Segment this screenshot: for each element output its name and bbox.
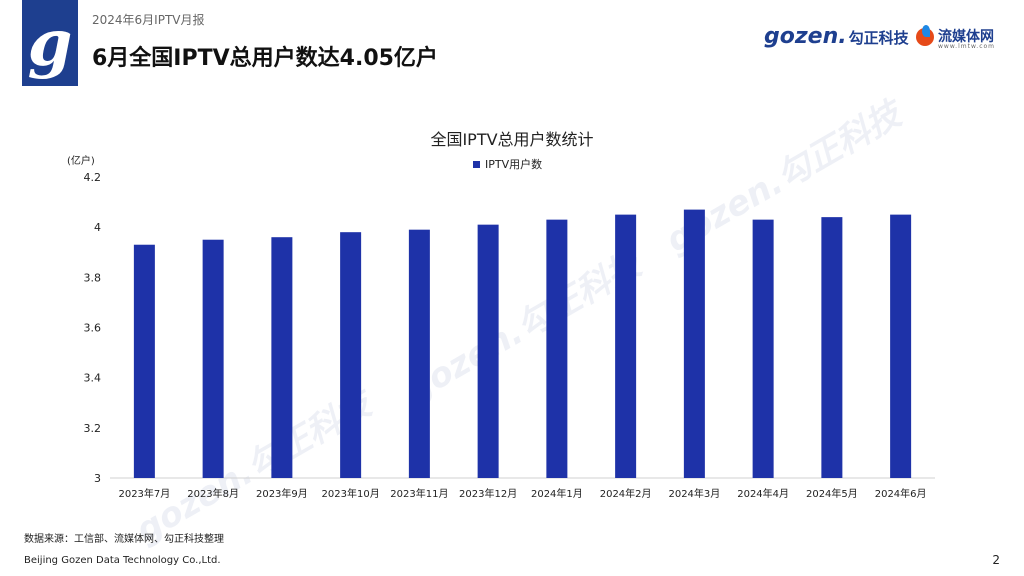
page-number: 2 xyxy=(992,553,1000,567)
report-subtitle: 2024年6月IPTV月报 xyxy=(92,13,205,27)
y-tick-label: 3.4 xyxy=(84,372,102,385)
legend-label: IPTV用户数 xyxy=(485,157,542,171)
x-tick-label: 2024年3月 xyxy=(668,487,720,500)
bar xyxy=(683,209,705,478)
gozen-logo: gozen. 勾正科技 xyxy=(764,24,909,50)
y-tick-label: 3.2 xyxy=(84,422,102,435)
bar xyxy=(752,219,774,478)
y-tick-label: 4 xyxy=(94,221,101,234)
x-tick-label: 2024年4月 xyxy=(737,487,789,500)
company-name: Beijing Gozen Data Technology Co.,Ltd. xyxy=(24,555,221,566)
y-tick-label: 4.2 xyxy=(84,171,102,184)
page-title: 6月全国IPTV总用户数达4.05亿户 xyxy=(92,46,438,71)
bar xyxy=(821,217,843,478)
x-tick-label: 2023年7月 xyxy=(118,487,170,500)
bar xyxy=(546,219,568,478)
x-tick-label: 2023年12月 xyxy=(459,487,517,500)
gozen-logo-latin: gozen. xyxy=(764,24,847,49)
y-tick-label: 3.6 xyxy=(84,322,102,335)
bar xyxy=(477,224,499,478)
bar xyxy=(408,229,430,478)
data-source-note: 数据来源：工信部、流媒体网、勾正科技整理 xyxy=(24,534,224,545)
bar xyxy=(271,237,293,478)
x-tick-label: 2024年6月 xyxy=(875,487,927,500)
lmtw-logo-url: www.lmtw.com xyxy=(938,43,996,50)
legend-swatch xyxy=(473,161,480,168)
bar xyxy=(340,232,362,478)
x-tick-label: 2023年9月 xyxy=(256,487,308,500)
x-tick-label: 2023年11月 xyxy=(390,487,448,500)
gozen-logo-cn: 勾正科技 xyxy=(848,29,909,47)
logo-box: g xyxy=(22,0,78,86)
bar xyxy=(202,239,224,478)
bar xyxy=(615,214,637,478)
x-tick-label: 2024年2月 xyxy=(600,487,652,500)
x-tick-label: 2024年1月 xyxy=(531,487,583,500)
bar xyxy=(890,214,912,478)
x-tick-label: 2023年10月 xyxy=(322,487,380,500)
x-tick-label: 2023年8月 xyxy=(187,487,239,500)
lmtw-logo-icon xyxy=(916,25,934,46)
lmtw-logo: 流媒体网 www.lmtw.com xyxy=(916,25,1000,52)
bar xyxy=(133,244,155,478)
lmtw-logo-name: 流媒体网 xyxy=(938,29,994,45)
y-tick-label: 3 xyxy=(94,472,101,485)
y-axis-label: (亿户) xyxy=(67,154,95,167)
chart-title: 全国IPTV总用户数统计 xyxy=(430,130,594,149)
logo-g-icon: g xyxy=(27,6,73,81)
x-tick-label: 2024年5月 xyxy=(806,487,858,500)
y-tick-label: 3.8 xyxy=(84,271,102,284)
